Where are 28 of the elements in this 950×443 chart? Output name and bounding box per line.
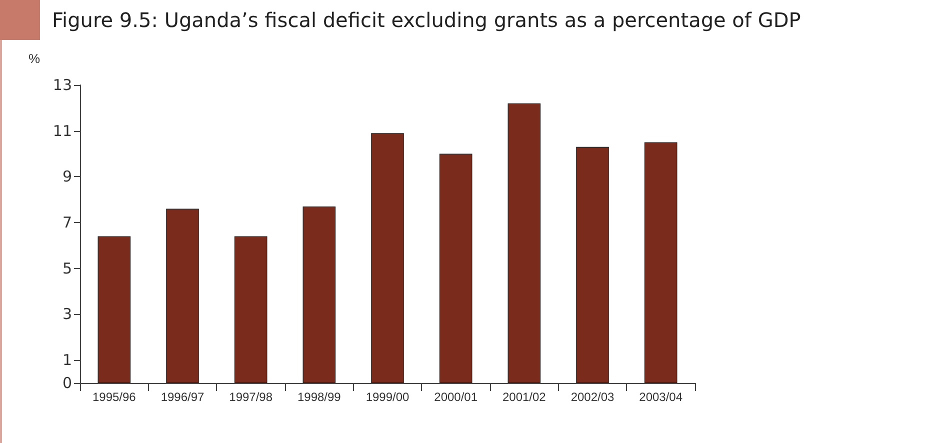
bar	[371, 133, 404, 383]
bar	[166, 208, 199, 383]
bar	[234, 236, 268, 383]
bar	[439, 154, 472, 383]
y-axis-title: %	[28, 51, 40, 66]
y-tick-label: 7	[62, 214, 72, 232]
y-tick-label: 9	[62, 168, 72, 186]
y-tick-label: 3	[62, 305, 72, 324]
bar	[576, 146, 609, 383]
x-tick-label: 1996/97	[160, 390, 205, 404]
chart-title: Figure 9.5: Uganda’s fiscal deficit excluding grants as a percentage of GDP	[52, 8, 801, 32]
y-tick-label: 0	[62, 374, 72, 392]
x-tick-label: 2000/01	[434, 390, 478, 404]
x-tick-label: 2002/03	[570, 390, 615, 404]
x-tick-label: 1995/96	[92, 390, 136, 404]
x-tick-label: 1998/99	[297, 390, 342, 404]
y-tick-label: 11	[52, 122, 72, 140]
bar	[508, 103, 541, 383]
bar	[302, 206, 336, 383]
x-tick-label: 2001/02	[502, 390, 546, 404]
x-tick-label: 1999/00	[366, 390, 410, 404]
bar	[98, 236, 131, 383]
bar	[644, 142, 678, 383]
y-tick-label: 1	[62, 351, 72, 370]
y-tick-label: 5	[62, 259, 72, 278]
x-tick-label: 2003/04	[639, 390, 683, 404]
y-tick-label: 13	[52, 76, 72, 94]
x-tick-label: 1997/98	[229, 390, 273, 404]
